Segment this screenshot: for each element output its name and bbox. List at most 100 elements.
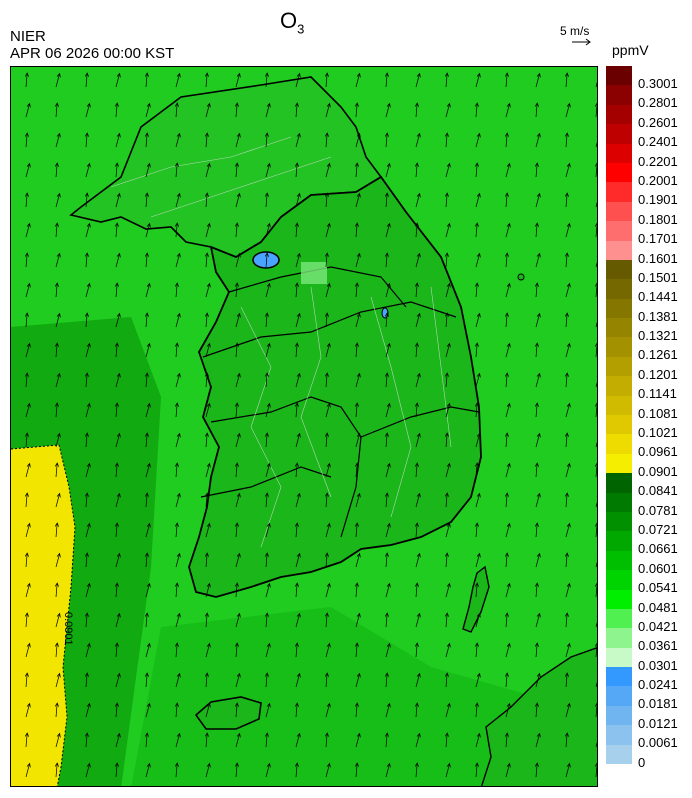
wind-vector-head: [354, 702, 359, 707]
wind-vector-arrow: [595, 201, 597, 208]
wind-vector-head: [146, 522, 151, 528]
colorbar-label: 0.0541: [638, 580, 678, 596]
wind-vector-head: [54, 102, 59, 107]
wind-vector-arrow: [475, 673, 480, 688]
wind-vector-head: [596, 675, 597, 677]
wind-vector-arrow: [205, 73, 208, 88]
wind-vector-head: [114, 582, 119, 587]
wind-vector-head: [54, 642, 59, 647]
colorbar-label: 0.0901: [638, 463, 678, 479]
wind-vector-head: [234, 282, 239, 287]
wind-vector-head: [446, 102, 451, 108]
wind-vector-head: [84, 612, 89, 617]
wind-vector-head: [506, 222, 511, 228]
wind-vector-arrow: [415, 613, 420, 628]
wind-vector-arrow: [205, 133, 208, 148]
wind-vector-head: [596, 375, 597, 377]
wind-vector-head: [326, 102, 331, 108]
wind-vector-arrow: [55, 493, 60, 508]
wind-vector-head: [294, 522, 299, 527]
wind-vector-arrow: [325, 553, 328, 568]
wind-vector-arrow: [415, 223, 418, 238]
wind-vector-arrow: [85, 463, 90, 478]
wind-vector-arrow: [595, 441, 597, 448]
wind-vector-head: [476, 132, 481, 138]
wind-vector-head: [116, 732, 121, 738]
wind-vector-arrow: [415, 283, 418, 298]
wind-vector-head: [176, 72, 181, 78]
wind-vector-arrow: [145, 193, 148, 208]
wind-vector-arrow: [115, 253, 120, 268]
wind-vector-head: [116, 132, 121, 138]
wind-vector-arrow: [265, 733, 268, 748]
wind-vector-head: [24, 552, 29, 557]
wind-vector-head: [114, 282, 119, 287]
wind-vector-head: [84, 432, 89, 437]
ozone-dark-band-south: [131, 607, 597, 786]
wind-vector-head: [174, 162, 179, 167]
wind-vector-head: [116, 552, 121, 558]
wind-vector-arrow: [175, 763, 178, 778]
wind-vector-head: [24, 612, 29, 617]
colorbar-label: 0.0781: [638, 502, 678, 518]
wind-vector-arrow: [55, 373, 60, 388]
wind-vector-head: [54, 402, 59, 407]
wind-vector-arrow: [115, 613, 120, 628]
wind-vector-head: [234, 462, 239, 467]
wind-vector-head: [146, 342, 151, 348]
wind-vector-arrow: [325, 703, 330, 718]
wind-vector-arrow: [205, 763, 210, 778]
wind-vector-arrow: [595, 621, 597, 628]
wind-vector-head: [54, 282, 59, 287]
wind-vector-arrow: [445, 313, 448, 328]
wind-vector-head: [356, 732, 361, 738]
wind-vector-head: [26, 642, 31, 648]
wind-vector-head: [114, 522, 119, 527]
wind-vector-arrow: [565, 433, 568, 448]
wind-vector-arrow: [535, 643, 538, 658]
wind-vector-arrow: [235, 253, 240, 268]
wind-vector-head: [174, 102, 179, 107]
wind-vector-arrow: [565, 133, 568, 148]
wind-vector-arrow: [205, 163, 210, 178]
wind-vector-arrow: [355, 463, 358, 478]
wind-vector-head: [24, 672, 29, 677]
wind-vector-head: [326, 462, 331, 468]
wind-vector-head: [264, 312, 269, 317]
wind-vector-head: [504, 432, 509, 437]
colorbar-label: 0.0421: [638, 618, 678, 634]
wind-vector-head: [594, 522, 597, 527]
wind-vector-head: [566, 642, 571, 648]
wind-vector-arrow: [25, 493, 28, 508]
wind-vector-head: [474, 462, 479, 467]
wind-vector-head: [176, 192, 181, 198]
wind-vector-head: [474, 402, 479, 407]
wind-vector-head: [564, 312, 569, 317]
wind-vector-head: [144, 132, 149, 137]
wind-vector-arrow: [235, 163, 238, 178]
wind-vector-arrow: [85, 613, 88, 628]
wind-vector-arrow: [595, 283, 597, 298]
wind-vector-arrow: [25, 673, 28, 688]
wind-vector-head: [54, 462, 59, 467]
colorbar-swatch: [606, 124, 632, 145]
wind-vector-arrow: [505, 73, 508, 88]
wind-vector-arrow: [505, 133, 508, 148]
wind-vector-arrow: [475, 583, 478, 598]
wind-vector-head: [594, 762, 597, 767]
wind-vector-arrow: [385, 523, 390, 538]
wind-vector-head: [534, 162, 539, 167]
wind-vector-arrow: [205, 583, 210, 598]
wind-vector-arrow: [295, 253, 300, 268]
wind-vector-arrow: [55, 583, 58, 598]
wind-vector-arrow: [325, 763, 330, 778]
wind-vector-arrow: [265, 553, 268, 568]
wind-vector-head: [446, 582, 451, 588]
wind-vector-arrow: [145, 463, 150, 478]
agency-label: NIER: [10, 28, 46, 45]
wind-vector-head: [534, 702, 539, 707]
wind-vector-arrow: [385, 733, 388, 748]
wind-vector-head: [506, 282, 511, 288]
wind-vector-head: [296, 312, 301, 318]
wind-vector-head: [386, 642, 391, 648]
